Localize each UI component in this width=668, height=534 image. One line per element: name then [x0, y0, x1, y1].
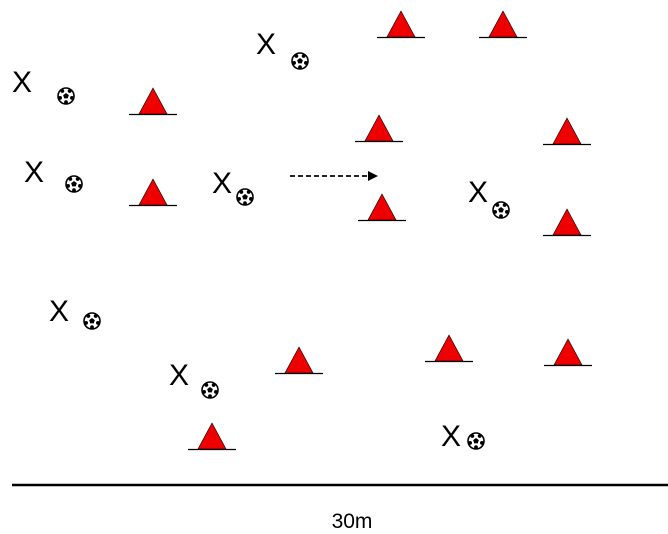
player-mark: X [169, 359, 189, 392]
cone-icon [377, 10, 425, 39]
scale-label: 30m [332, 510, 373, 533]
cone-icon [543, 208, 591, 237]
cones-layer [129, 10, 592, 451]
cone-icon [425, 334, 473, 363]
players-layer: X X X X X X X X [12, 28, 488, 453]
cone-icon [544, 338, 592, 367]
cone-icon [129, 178, 177, 207]
player-mark: X [212, 167, 232, 200]
soccer-ball-icon [236, 188, 254, 206]
soccer-ball-icon [291, 52, 309, 70]
cone-icon [355, 114, 403, 143]
soccer-ball-icon [201, 381, 219, 399]
player-mark: X [468, 176, 488, 209]
player-mark: X [256, 28, 276, 61]
cone-icon [129, 87, 177, 116]
cone-icon [479, 10, 527, 39]
player-mark: X [441, 420, 461, 453]
player-mark: X [24, 156, 44, 189]
player-mark: X [49, 295, 69, 328]
soccer-ball-icon [492, 201, 510, 219]
balls-layer [57, 52, 510, 450]
cone-icon [358, 193, 406, 222]
soccer-ball-icon [65, 175, 83, 193]
soccer-ball-icon [57, 87, 75, 105]
soccer-ball-icon [467, 432, 485, 450]
cone-icon [543, 117, 591, 146]
cone-icon [188, 422, 236, 451]
soccer-ball-icon [83, 312, 101, 330]
cone-icon [275, 346, 323, 375]
player-mark: X [12, 66, 32, 99]
